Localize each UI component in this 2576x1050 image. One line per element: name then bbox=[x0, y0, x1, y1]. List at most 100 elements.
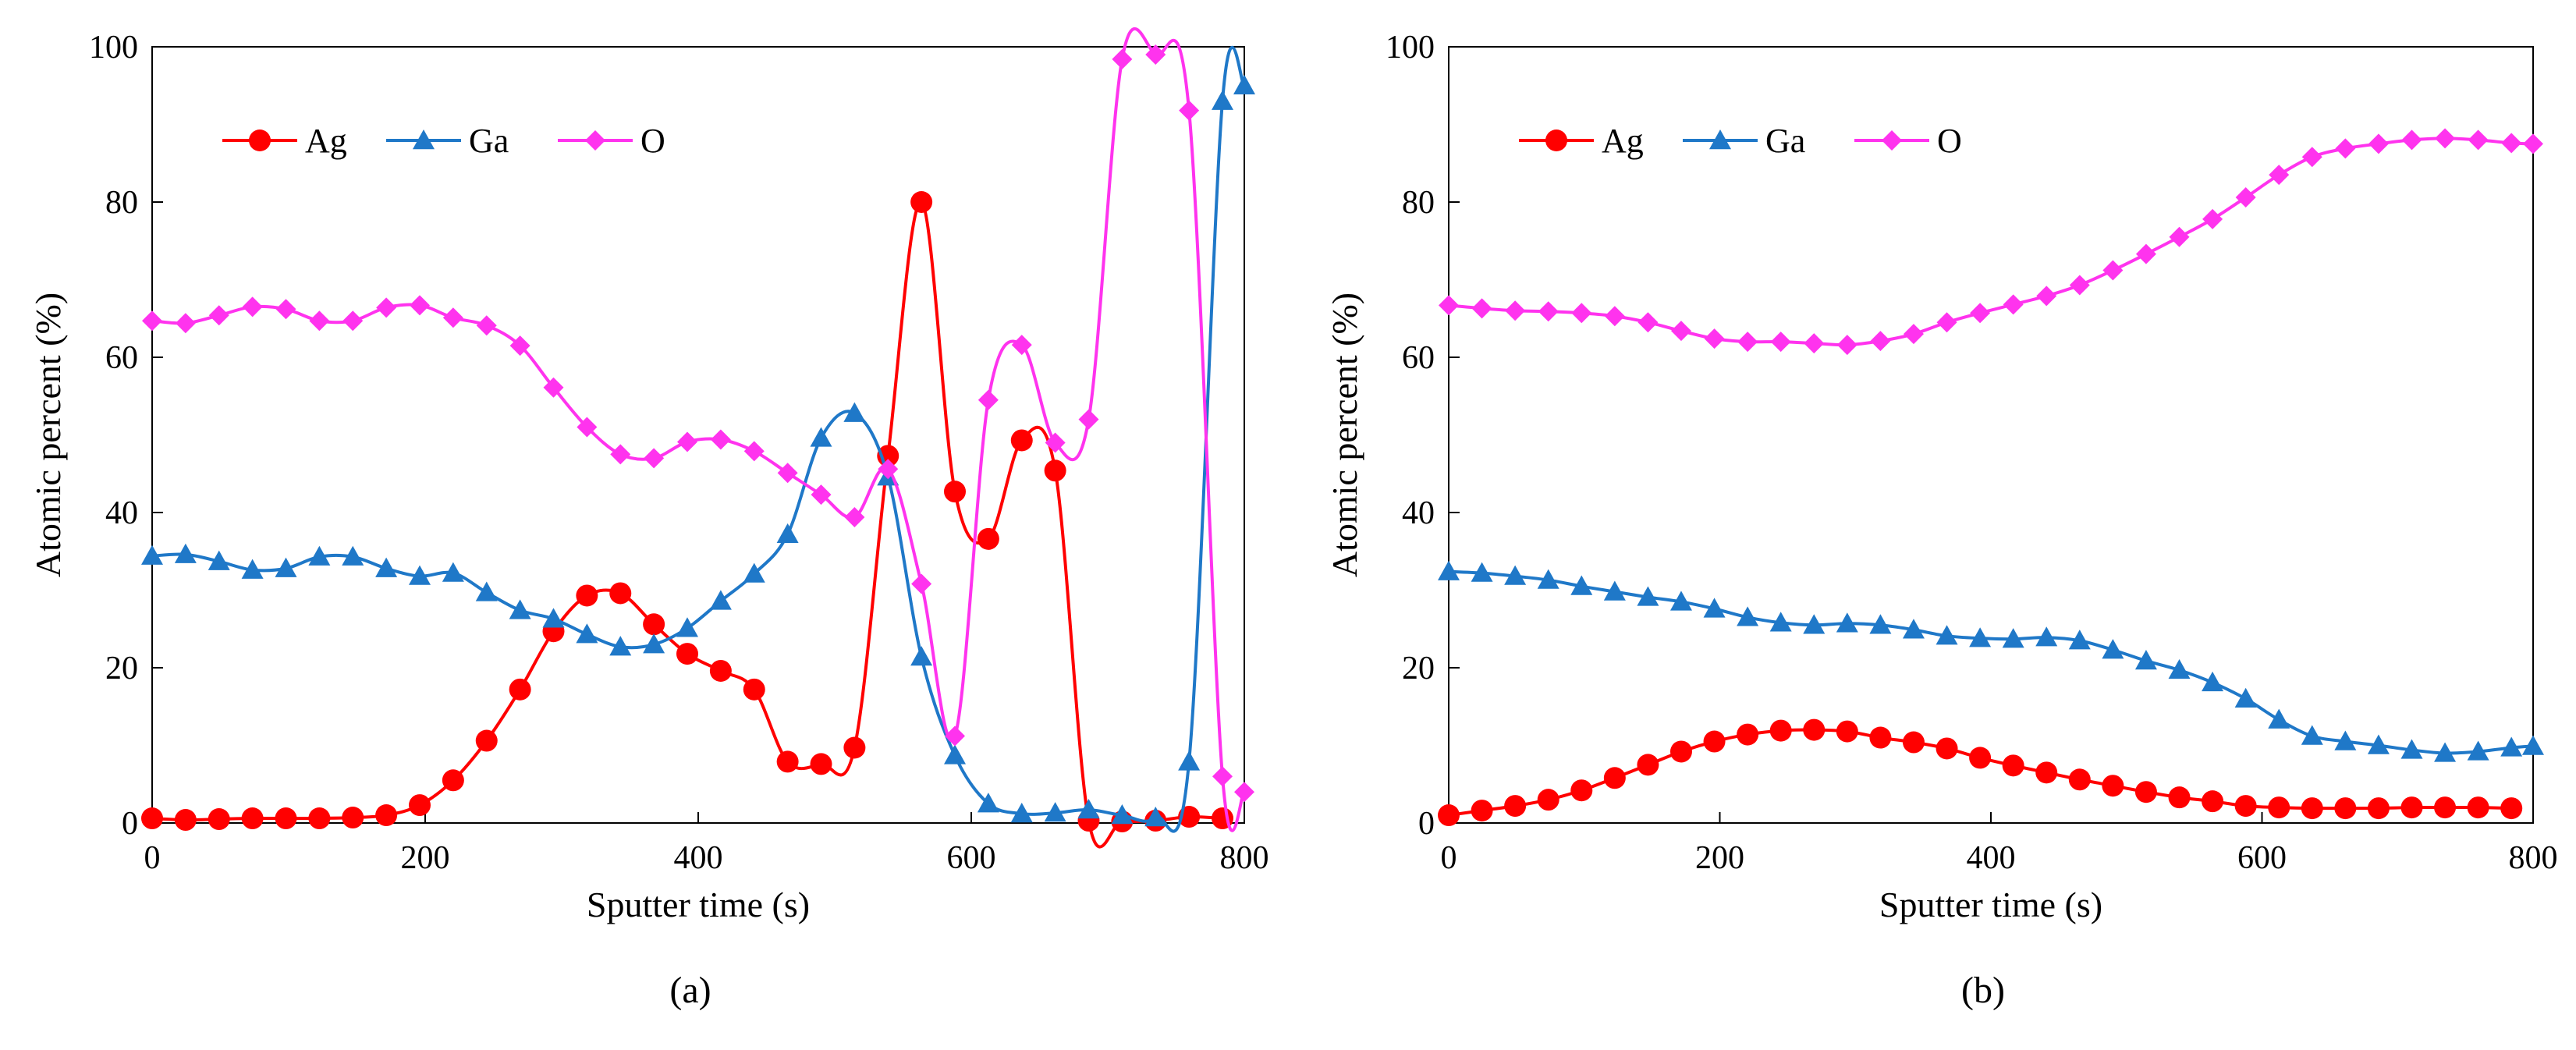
data-point-ag bbox=[977, 527, 999, 550]
y-tick-label: 40 bbox=[105, 495, 138, 531]
series-group bbox=[141, 27, 1255, 849]
legend-label: O bbox=[640, 122, 665, 160]
x-axis-label: Sputter time (s) bbox=[587, 885, 810, 924]
data-point-ga bbox=[1703, 598, 1726, 618]
data-point-ga bbox=[2367, 734, 2390, 754]
series-o bbox=[142, 27, 1254, 832]
data-point-o bbox=[1704, 328, 1725, 349]
data-point-ga bbox=[743, 562, 765, 583]
data-point-ga bbox=[409, 565, 431, 585]
y-axis-label: Atomic percent (%) bbox=[1325, 293, 1364, 577]
data-point-o bbox=[410, 295, 430, 316]
data-point-ga bbox=[1178, 750, 1201, 771]
data-point-ag bbox=[2234, 795, 2257, 818]
x-tick-label: 800 bbox=[1220, 840, 1269, 876]
data-point-o bbox=[242, 296, 263, 317]
data-point-ga bbox=[2522, 735, 2544, 755]
data-point-ga bbox=[2002, 628, 2024, 648]
x-tick-label: 400 bbox=[1967, 840, 2016, 876]
series-group bbox=[1438, 128, 2544, 827]
data-point-ag bbox=[1869, 726, 1892, 749]
data-point-ag bbox=[709, 659, 732, 682]
data-point-o bbox=[1212, 766, 1233, 787]
data-point-ga bbox=[1010, 803, 1033, 823]
data-point-ga bbox=[643, 633, 665, 654]
data-point-ga bbox=[2102, 639, 2124, 659]
data-point-ag bbox=[275, 807, 297, 830]
data-point-ag bbox=[1044, 459, 1066, 482]
data-point-ag bbox=[241, 807, 264, 830]
data-point-ag bbox=[2334, 797, 2357, 820]
data-point-ag bbox=[342, 807, 364, 829]
data-point-ga bbox=[2400, 739, 2423, 759]
data-point-ag bbox=[1637, 754, 1659, 776]
data-point-o bbox=[2036, 286, 2057, 307]
data-point-o bbox=[1112, 48, 1133, 69]
data-point-o bbox=[1970, 303, 1991, 324]
chart-panel-a: 0 20 40 60 80 100 0 200 400 600 800 Ag Ga O Sputter… bbox=[28, 27, 1269, 1011]
legend-item-ag: Ag bbox=[222, 122, 347, 160]
data-point-ga bbox=[2268, 708, 2290, 729]
series-o bbox=[1439, 128, 2543, 356]
data-point-o bbox=[844, 506, 865, 527]
data-point-ag bbox=[141, 807, 163, 830]
data-point-ag bbox=[1438, 804, 1460, 827]
data-point-o bbox=[1804, 333, 1825, 354]
legend-marker bbox=[413, 129, 435, 150]
data-point-o bbox=[610, 444, 631, 465]
data-point-o bbox=[2003, 294, 2024, 315]
data-point-ag bbox=[776, 750, 799, 773]
data-point-o bbox=[2401, 129, 2422, 151]
data-point-ag bbox=[2202, 790, 2224, 813]
data-point-o bbox=[2102, 260, 2124, 281]
data-point-ag bbox=[843, 736, 866, 759]
data-point-o bbox=[777, 463, 798, 484]
legend-item-o: O bbox=[1854, 122, 1962, 160]
data-point-ag bbox=[1537, 789, 1559, 811]
data-point-ag bbox=[442, 769, 464, 792]
data-point-o bbox=[1471, 298, 1492, 319]
data-point-o bbox=[509, 335, 530, 357]
y-tick-label: 0 bbox=[122, 806, 138, 842]
data-point-ga bbox=[1077, 799, 1100, 819]
data-point-o bbox=[1737, 332, 1758, 353]
data-point-ag bbox=[1570, 779, 1593, 802]
data-point-ga bbox=[1969, 627, 1992, 647]
data-point-ag bbox=[2068, 768, 2091, 791]
data-point-o bbox=[2468, 129, 2489, 151]
x-tick-label: 800 bbox=[2509, 840, 2558, 876]
data-point-ga bbox=[475, 581, 498, 601]
data-point-o bbox=[476, 315, 497, 336]
y-tick-label: 60 bbox=[1402, 340, 1435, 376]
data-point-ga bbox=[442, 562, 464, 582]
data-point-ga bbox=[1603, 580, 1626, 601]
legend-marker bbox=[1882, 130, 1902, 151]
data-point-ag bbox=[1010, 429, 1033, 452]
data-point-ag bbox=[576, 584, 598, 607]
plot-area-frame bbox=[151, 46, 1245, 824]
x-tick-label: 600 bbox=[947, 840, 996, 876]
data-point-ga bbox=[609, 636, 632, 656]
data-point-ga bbox=[810, 427, 832, 447]
data-point-ga bbox=[1737, 606, 1759, 626]
x-tick-label: 200 bbox=[1695, 840, 1744, 876]
y-tick-label: 60 bbox=[105, 340, 138, 376]
y-tick-labels: 0 20 40 60 80 100 bbox=[1386, 30, 1435, 842]
data-point-o bbox=[2202, 208, 2223, 229]
panel-label: (b) bbox=[1961, 970, 2005, 1011]
data-point-o bbox=[577, 417, 598, 438]
data-point-ga bbox=[174, 543, 197, 563]
data-point-o bbox=[2069, 275, 2090, 296]
data-point-ag bbox=[2035, 761, 2058, 784]
data-point-ga bbox=[676, 617, 698, 637]
data-point-ga bbox=[2202, 671, 2224, 692]
data-point-ga bbox=[2301, 725, 2323, 745]
data-point-ag bbox=[2400, 796, 2423, 819]
panel-label: (a) bbox=[669, 970, 711, 1011]
y-tick-label: 80 bbox=[1402, 185, 1435, 221]
data-point-ag bbox=[2467, 796, 2489, 819]
data-point-ga bbox=[1570, 575, 1593, 595]
data-point-o bbox=[309, 310, 330, 332]
data-point-o bbox=[710, 429, 731, 450]
data-point-ag bbox=[475, 729, 498, 752]
